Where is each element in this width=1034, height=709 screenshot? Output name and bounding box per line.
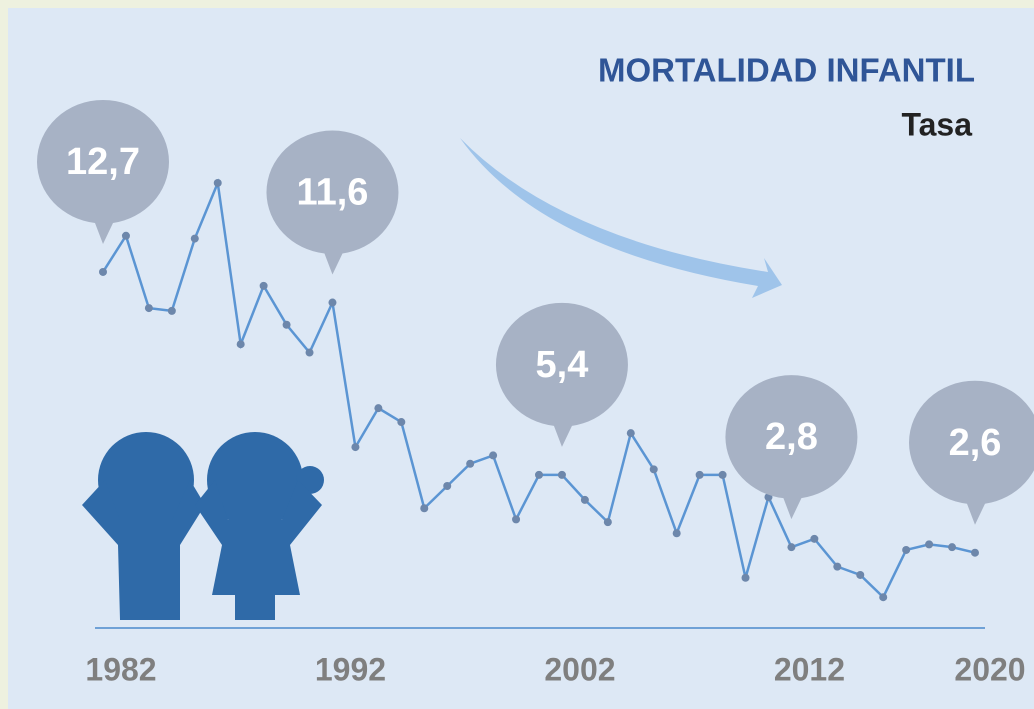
data-point bbox=[535, 471, 543, 479]
data-point bbox=[627, 429, 635, 437]
data-point bbox=[397, 418, 405, 426]
data-point bbox=[122, 232, 130, 240]
data-point bbox=[604, 518, 612, 526]
data-point bbox=[948, 543, 956, 551]
data-point bbox=[856, 571, 864, 579]
data-point bbox=[742, 574, 750, 582]
data-point bbox=[214, 179, 222, 187]
data-point bbox=[673, 529, 681, 537]
data-label: 2,8 bbox=[765, 416, 818, 458]
data-point bbox=[902, 546, 910, 554]
data-point bbox=[306, 349, 314, 357]
chart-subtitle: Tasa bbox=[901, 106, 972, 142]
data-point bbox=[260, 282, 268, 290]
data-point bbox=[374, 404, 382, 412]
data-label: 11,6 bbox=[297, 172, 369, 214]
data-label: 12,7 bbox=[66, 141, 140, 183]
data-point bbox=[696, 471, 704, 479]
page: MORTALIDAD INFANTIL Tasa 1982 1992 2002 201… bbox=[0, 0, 1034, 709]
data-point bbox=[99, 268, 107, 276]
data-point bbox=[581, 496, 589, 504]
chart: MORTALIDAD INFANTIL Tasa 1982 1992 2002 201… bbox=[0, 0, 1034, 709]
x-tick-label: 1992 bbox=[315, 651, 386, 687]
data-point bbox=[810, 535, 818, 543]
data-point bbox=[489, 451, 497, 459]
chart-title: MORTALIDAD INFANTIL bbox=[598, 52, 975, 89]
data-point bbox=[191, 235, 199, 243]
data-point bbox=[351, 443, 359, 451]
data-point bbox=[833, 563, 841, 571]
data-point bbox=[512, 515, 520, 523]
data-point bbox=[971, 549, 979, 557]
data-label: 5,4 bbox=[536, 344, 589, 386]
data-point bbox=[420, 504, 428, 512]
data-point bbox=[719, 471, 727, 479]
data-point bbox=[787, 543, 795, 551]
data-point bbox=[466, 460, 474, 468]
x-tick-label: 2002 bbox=[544, 651, 615, 687]
data-point bbox=[328, 299, 336, 307]
data-label: 2,6 bbox=[949, 422, 1002, 464]
data-point bbox=[558, 471, 566, 479]
data-point bbox=[650, 465, 658, 473]
x-tick-label: 1982 bbox=[85, 651, 156, 687]
data-point bbox=[879, 593, 887, 601]
x-tick-label: 2012 bbox=[774, 651, 845, 687]
x-tick-label: 2020 bbox=[954, 651, 1025, 687]
data-point bbox=[443, 482, 451, 490]
data-point bbox=[283, 321, 291, 329]
data-point bbox=[925, 540, 933, 548]
data-point bbox=[237, 340, 245, 348]
data-point bbox=[168, 307, 176, 315]
data-point bbox=[145, 304, 153, 312]
